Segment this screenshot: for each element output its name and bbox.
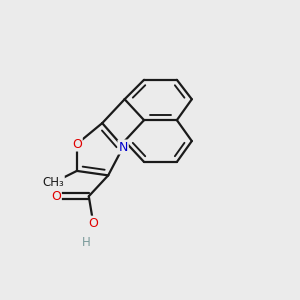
Text: O: O: [72, 137, 82, 151]
Text: O: O: [51, 190, 61, 203]
Text: N: N: [118, 140, 128, 154]
Text: O: O: [88, 217, 98, 230]
Text: CH₃: CH₃: [42, 176, 64, 189]
Text: H: H: [81, 236, 90, 249]
